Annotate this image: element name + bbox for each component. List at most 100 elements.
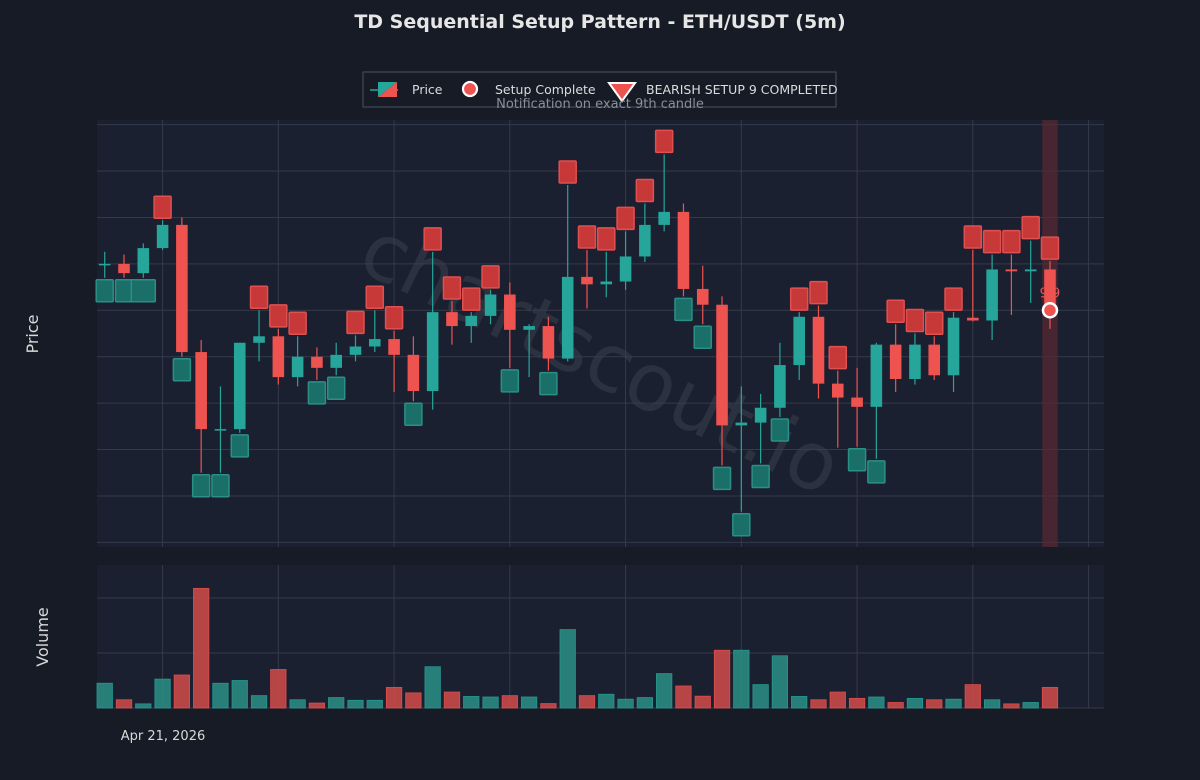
price-panel: chartscout.io 9.9 Price	[23, 120, 1104, 547]
buy-setup-count-label	[130, 279, 157, 303]
volume-bar	[1003, 703, 1020, 709]
volume-bar	[887, 702, 904, 709]
candle	[909, 333, 921, 385]
buy-setup-count-label	[211, 473, 230, 498]
candle	[928, 336, 941, 380]
setup-highlight-window	[1042, 120, 1058, 547]
candle	[523, 324, 535, 378]
candle-body	[600, 281, 613, 285]
candle-body	[137, 248, 150, 274]
candle	[137, 243, 150, 278]
setup-count-badge	[269, 304, 288, 328]
sell-setup-count-label	[886, 299, 905, 323]
setup-count-badge	[95, 279, 114, 303]
candle	[426, 251, 439, 410]
volume-bar	[135, 703, 152, 709]
volume-bar	[115, 699, 133, 709]
setup-count-badge	[847, 447, 867, 472]
candle	[619, 231, 632, 290]
volume-bar	[328, 697, 345, 709]
volume-bar	[270, 669, 287, 709]
candle-body	[831, 383, 844, 398]
setup-count-badge	[577, 225, 597, 249]
volume-plot-area	[97, 565, 1104, 708]
volume-axis-label: Volume	[33, 607, 52, 667]
candle	[291, 336, 304, 387]
setup-count-badge	[130, 279, 157, 303]
buy-setup-count-label	[191, 473, 211, 498]
volume-bar	[656, 673, 673, 709]
volume-bar	[964, 684, 981, 709]
sell-setup-count-label	[365, 285, 385, 310]
volume-bar	[636, 697, 653, 709]
setup-count-badge	[423, 227, 442, 251]
sell-setup-count-label	[384, 305, 404, 330]
volume-bar	[463, 696, 480, 709]
volume-bar	[212, 682, 229, 709]
candle	[716, 296, 728, 466]
setup-count-badge	[500, 369, 520, 393]
candle-body	[195, 352, 207, 430]
candle	[658, 154, 670, 232]
candle-body	[947, 317, 960, 376]
volume-bar	[598, 693, 615, 709]
sell-setup-count-label	[1021, 215, 1040, 240]
candle-body	[561, 276, 574, 359]
price-axis-label: Price	[23, 314, 42, 353]
buy-setup-count-label	[172, 357, 192, 382]
candle-body	[619, 256, 632, 282]
setup-count-badge	[905, 308, 925, 333]
setup-count-badge	[732, 512, 751, 537]
volume-bar	[945, 698, 962, 709]
setup-count-badge	[153, 195, 172, 220]
sell-setup-count-label	[1040, 236, 1060, 260]
buy-setup-count-label	[500, 369, 520, 393]
candle-body	[233, 342, 246, 430]
setup-count-badge	[326, 376, 346, 401]
sell-setup-count-label	[153, 195, 172, 220]
candle	[947, 312, 960, 392]
buy-setup-count-label	[867, 460, 886, 484]
setup-count-labels	[95, 129, 1060, 537]
candle	[851, 367, 863, 447]
setup-count-badge	[172, 357, 192, 382]
volume-bar	[752, 684, 769, 709]
sell-setup-count-label	[982, 229, 1002, 254]
candle-body	[176, 224, 188, 353]
setup-count-badge	[365, 285, 385, 310]
buy-setup-count-label	[751, 464, 770, 489]
candle-body	[1044, 269, 1056, 311]
setup-count-badge	[828, 345, 848, 370]
sell-setup-count-label	[346, 310, 365, 335]
candle-body	[407, 354, 420, 392]
candle-body	[909, 344, 921, 379]
candle	[1024, 240, 1037, 303]
sell-setup-count-label	[269, 304, 288, 328]
volume-bar	[96, 682, 113, 709]
candle	[774, 342, 786, 418]
candle	[831, 370, 844, 448]
volume-bar	[578, 695, 596, 709]
candle	[446, 301, 458, 345]
candle-body	[542, 326, 555, 359]
candle-body	[523, 326, 535, 330]
candle-body	[446, 312, 458, 327]
volume-bar	[617, 698, 634, 709]
setup-count-badge	[307, 381, 327, 405]
setup-count-badge	[481, 265, 500, 289]
candle	[793, 312, 805, 380]
candle	[407, 336, 420, 402]
volume-panel: Volume	[33, 565, 1104, 709]
setup-count-badge	[635, 178, 655, 203]
candle	[581, 249, 593, 309]
candle	[889, 324, 902, 392]
candle	[118, 254, 130, 278]
legend: Price Setup Complete BEARISH SETUP 9 COM…	[362, 71, 838, 112]
candle-body	[870, 344, 883, 407]
volume-bar	[733, 649, 750, 709]
buy-setup-count-label	[114, 279, 134, 303]
candle	[542, 316, 555, 371]
legend-price-icon	[370, 82, 398, 97]
candle	[870, 342, 883, 459]
volume-bar	[791, 696, 808, 709]
